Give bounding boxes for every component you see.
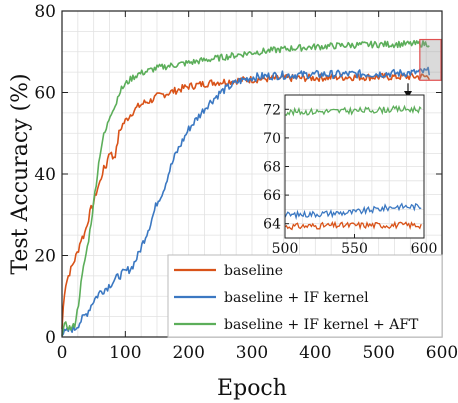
x-tick-label: 300: [236, 343, 268, 363]
y-tick-label: 60: [34, 84, 56, 104]
inset-x-tick-label: 600: [411, 241, 438, 257]
inset-series-line-1: [284, 220, 422, 231]
y-tick-label: 0: [45, 328, 56, 348]
inset-x-tick-label: 500: [272, 241, 299, 257]
x-tick-label: 400: [299, 343, 331, 363]
axis-ticks: 0 100 200 300 400 500 600 0 20 40 60 80: [34, 2, 458, 363]
series-line-2: [61, 66, 431, 337]
inset-y-tick-label: 72: [263, 102, 281, 118]
legend-label-2: baseline + IF kernel: [224, 290, 369, 306]
x-tick-label: 200: [172, 343, 204, 363]
inset-series-line-2: [284, 202, 422, 221]
x-tick-label: 100: [109, 343, 141, 363]
legend-label-3: baseline + IF kernel + AFT: [224, 317, 419, 333]
y-axis-title: Test Accuracy (%): [8, 73, 33, 274]
x-tick-label: 500: [362, 343, 394, 363]
y-tick-label: 80: [34, 2, 56, 22]
x-tick-label: 0: [57, 343, 68, 363]
series-line-3: [61, 39, 430, 336]
x-tick-label: 600: [426, 343, 458, 363]
legend-label-1: baseline: [224, 263, 283, 279]
inset-series-line-3: [284, 104, 422, 117]
inset-y-tick-label: 70: [263, 131, 281, 147]
main-series: [61, 39, 431, 337]
inset-y-tick-label: 68: [263, 160, 281, 176]
y-tick-label: 40: [34, 165, 56, 185]
y-tick-label: 20: [34, 247, 56, 267]
inset-x-tick-label: 550: [341, 241, 368, 257]
zoom-region-box: [419, 38, 442, 81]
x-axis-title: Epoch: [217, 376, 287, 401]
inset-y-tick-label: 66: [263, 188, 281, 204]
inset-y-tick-label: 64: [263, 217, 281, 233]
inset-plot: 500 550 600 64 66 68 70 72: [263, 94, 438, 257]
legend: baseline baseline + IF kernel baseline + I…: [167, 254, 443, 338]
